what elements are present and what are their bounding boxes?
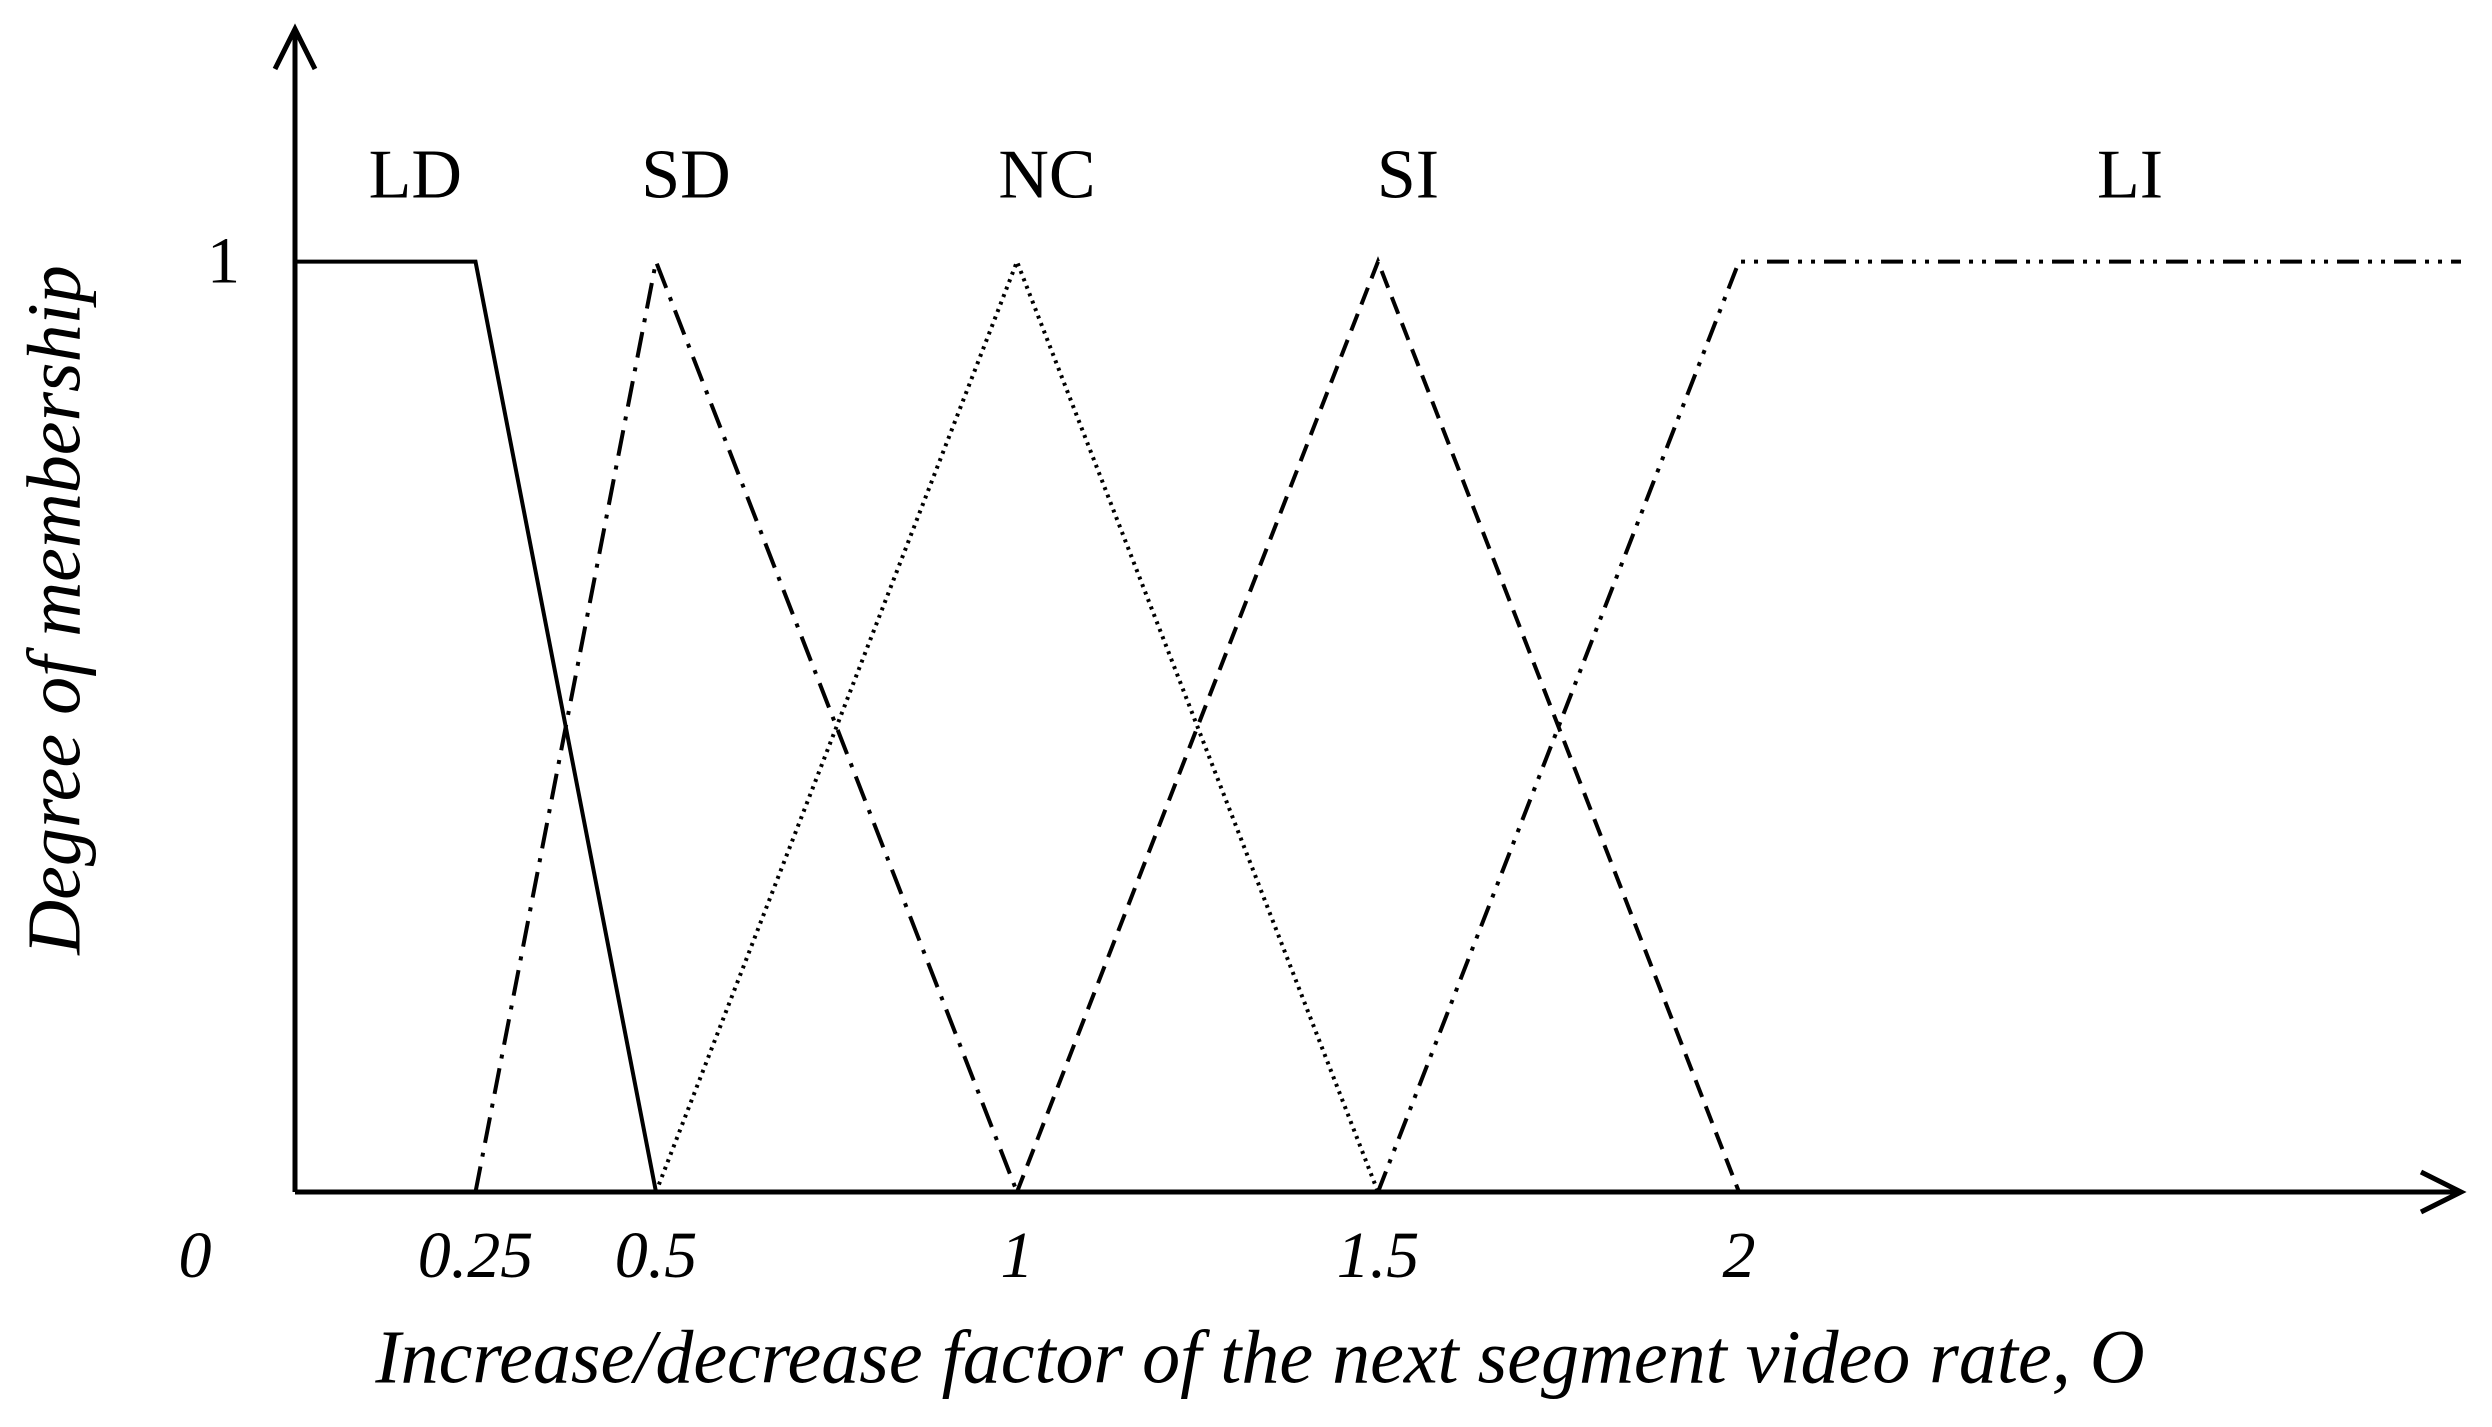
x-tick-label: 0 bbox=[179, 1219, 212, 1292]
series-name: LI bbox=[2097, 137, 2163, 214]
series-line bbox=[1376, 259, 2461, 1193]
series-line bbox=[473, 254, 1019, 1193]
y-axis-arrow bbox=[272, 23, 318, 71]
y-axis-title: Degree of membership bbox=[12, 265, 96, 955]
series-line bbox=[654, 256, 1380, 1193]
series-line bbox=[295, 259, 658, 1193]
series-name: NC bbox=[998, 137, 1095, 214]
y-tick-label: 1 bbox=[207, 225, 240, 298]
series-line bbox=[1015, 256, 1741, 1193]
x-axis-arrow bbox=[2419, 1169, 2467, 1215]
x-axis-title: Increase/decrease factor of the next seg… bbox=[374, 1315, 2144, 1399]
x-tick-label: 1.5 bbox=[1337, 1219, 1420, 1292]
series-name: SI bbox=[1377, 137, 1439, 214]
x-tick-label: 0.25 bbox=[418, 1219, 534, 1292]
x-tick-label: 1 bbox=[1001, 1219, 1034, 1292]
x-tick-label: 2 bbox=[1723, 1219, 1756, 1292]
x-tick-label: 0.5 bbox=[615, 1219, 698, 1292]
series-name: LD bbox=[369, 137, 462, 214]
series-name: SD bbox=[641, 137, 730, 214]
